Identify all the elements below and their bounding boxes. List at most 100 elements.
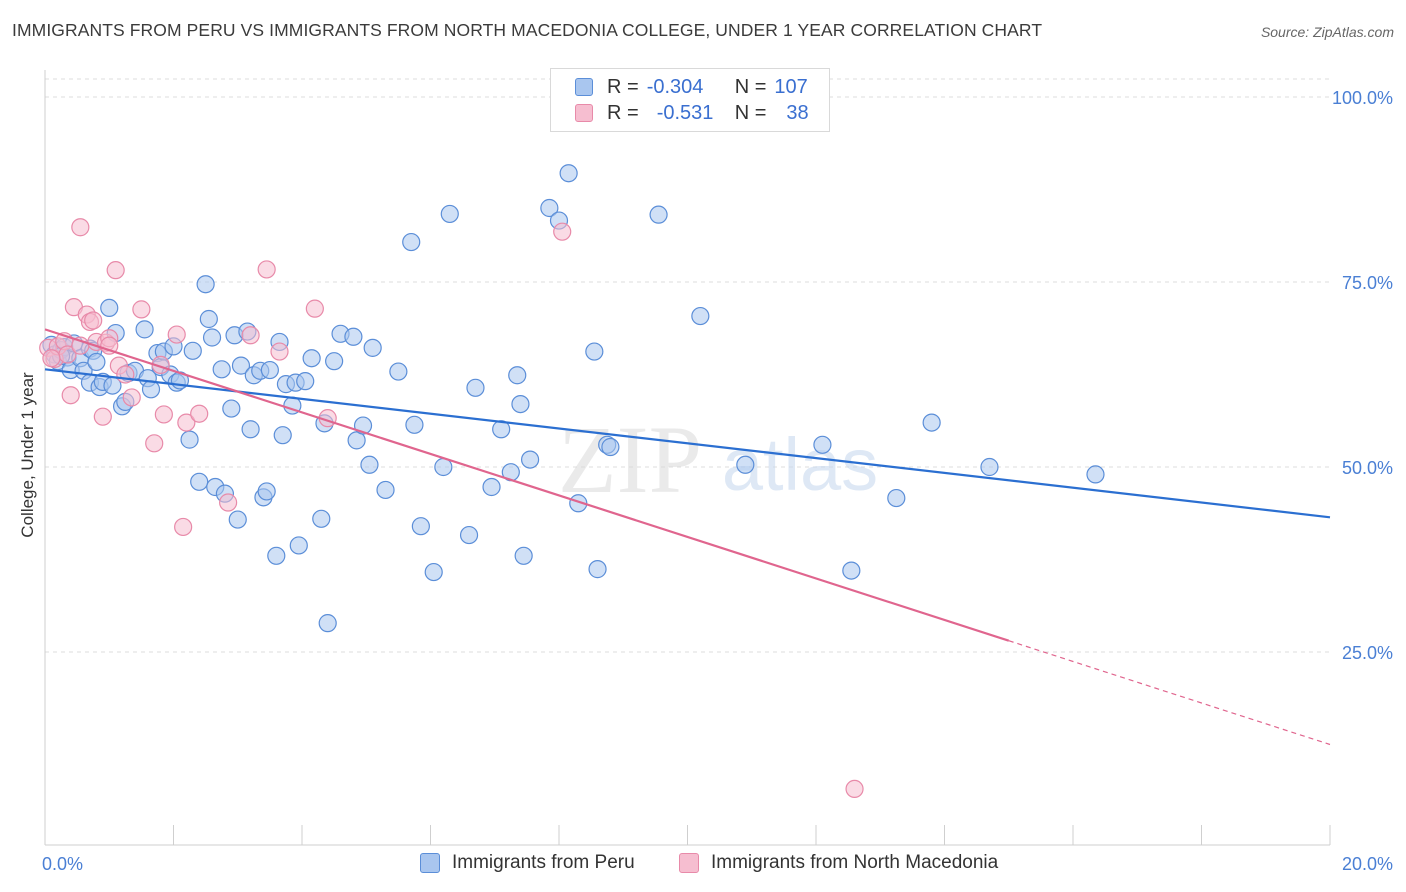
peru-point: [691, 306, 710, 326]
peru-point: [459, 525, 479, 545]
peru-point: [222, 399, 241, 418]
peru-point: [212, 360, 231, 379]
peru-point: [736, 455, 755, 474]
peru-point: [344, 327, 363, 346]
peru-swatch: [575, 78, 593, 96]
peru-point: [649, 205, 668, 224]
peru-point: [482, 477, 501, 497]
legend-r-label: R =: [607, 101, 639, 124]
peru-point: [389, 362, 408, 381]
source-note: Source: ZipAtlas.com: [1260, 24, 1394, 40]
points-layer: [39, 164, 1105, 799]
y-tick-label: 75.0%: [1342, 273, 1393, 293]
trend-layer: [44, 328, 1331, 746]
macedonia-trend-extension: [1008, 640, 1331, 746]
peru-point: [183, 341, 202, 360]
macedonia-point: [241, 326, 260, 345]
peru-point: [601, 437, 620, 457]
y-tick-label: 25.0%: [1342, 643, 1393, 663]
axis-layer: [44, 70, 1331, 846]
peru-point: [199, 309, 218, 329]
macedonia-point: [219, 493, 238, 512]
macedonia-trend-line: [44, 328, 1010, 642]
macedonia-point: [154, 405, 173, 424]
peru-point: [540, 198, 559, 218]
legend-r-label: R =: [607, 75, 639, 98]
peru-point: [813, 435, 832, 454]
peru-point: [260, 360, 279, 380]
legend-r-value-macedonia: -0.531: [656, 101, 714, 124]
peru-point: [514, 546, 533, 565]
peru-point: [241, 420, 260, 439]
peru-point: [273, 426, 292, 445]
peru-point: [100, 298, 119, 317]
peru-trend-line: [44, 368, 1331, 519]
peru-point: [141, 380, 161, 399]
peru-point: [1086, 465, 1105, 484]
macedonia-point: [122, 388, 141, 407]
peru-point: [402, 232, 421, 252]
peru-point: [466, 378, 485, 397]
legend-n-value-peru: 107: [774, 75, 808, 98]
legend-r-value-peru: -0.304: [646, 75, 704, 98]
macedonia-point: [167, 325, 186, 344]
peru-point: [202, 328, 222, 347]
peru-point: [302, 349, 321, 368]
macedonia-point: [84, 311, 103, 330]
peru-point: [440, 204, 459, 224]
legend-n-label: N =: [734, 75, 767, 98]
peru-point: [559, 164, 578, 183]
peru-point: [520, 450, 540, 469]
y-tick-label: 50.0%: [1342, 458, 1393, 478]
macedonia-point: [190, 404, 209, 423]
macedonia-legend-label: Immigrants from North Macedonia: [711, 852, 999, 873]
peru-point: [363, 338, 382, 357]
macedonia-point: [553, 222, 572, 241]
peru-point: [231, 356, 251, 375]
peru-point: [296, 372, 315, 391]
x-tick-label-max: 20.0%: [1342, 854, 1393, 874]
peru-point: [267, 546, 286, 565]
macedonia-point: [174, 517, 193, 537]
peru-point: [405, 415, 424, 434]
peru-point: [318, 614, 337, 633]
macedonia-point: [106, 261, 125, 280]
peru-point: [411, 517, 430, 536]
macedonia-point: [145, 434, 164, 453]
peru-point: [424, 562, 443, 582]
macedonia-point: [257, 260, 276, 279]
peru-point: [180, 430, 199, 449]
peru-point: [312, 509, 331, 528]
series-legend: Immigrants from Peru Immigrants from Nor…: [0, 852, 1406, 878]
macedonia-legend-swatch: [679, 853, 699, 873]
peru-legend-label: Immigrants from Peru: [452, 852, 635, 873]
peru-point: [585, 342, 604, 361]
macedonia-point: [61, 386, 80, 405]
peru-point: [887, 488, 906, 508]
legend-row-macedonia: R = -0.531 N = 38: [575, 100, 809, 126]
peru-point: [376, 480, 395, 500]
legend-item-macedonia[interactable]: Immigrants from North Macedonia: [679, 852, 998, 874]
macedonia-point: [177, 413, 196, 432]
peru-point: [511, 395, 530, 414]
peru-legend-swatch: [420, 853, 440, 873]
peru-point: [325, 352, 344, 371]
legend-row-peru: R = -0.304 N = 107: [575, 74, 808, 100]
macedonia-point: [116, 365, 135, 384]
macedonia-point: [270, 342, 289, 361]
legend-n-value-macedonia: 38: [786, 101, 809, 124]
legend-item-peru[interactable]: Immigrants from Peru: [420, 852, 635, 874]
peru-point: [980, 457, 999, 477]
y-axis-label: College, Under 1 year: [18, 372, 37, 538]
peru-point: [257, 482, 276, 501]
peru-point: [922, 413, 941, 432]
macedonia-point: [132, 300, 151, 319]
correlation-legend: R = -0.304 N = 107 R = -0.531 N = 38: [550, 68, 830, 132]
peru-point: [508, 366, 527, 385]
peru-point: [588, 560, 607, 579]
macedonia-point: [42, 349, 61, 368]
x-tick-label-min: 0.0%: [42, 854, 83, 874]
peru-point: [842, 561, 861, 580]
legend-n-label: N =: [734, 101, 767, 124]
